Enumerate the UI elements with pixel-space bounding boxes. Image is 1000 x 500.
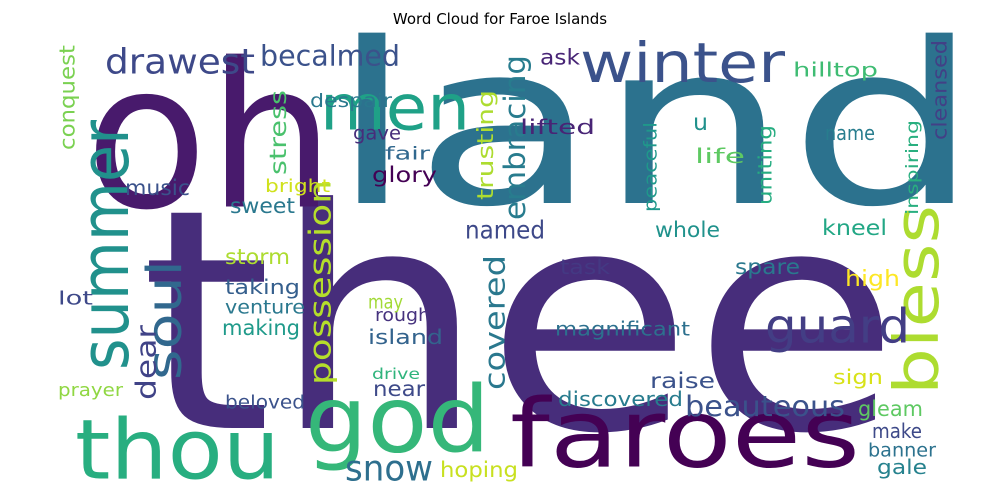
word-kneel: kneel <box>822 216 887 240</box>
word-thee: thee <box>140 144 900 500</box>
word-despair: despair <box>310 90 392 112</box>
word-sign: sign <box>833 365 883 389</box>
word-winter: winter <box>580 31 785 95</box>
word-god: god <box>305 367 490 474</box>
chart-title: Word Cloud for Faroe Islands <box>392 10 608 28</box>
word-bright: bright <box>265 177 330 197</box>
word-thou: thou <box>75 402 280 499</box>
word-ask: ask <box>540 46 581 71</box>
word-gleam: gleam <box>858 397 923 421</box>
word-gale: gale <box>877 455 927 479</box>
word-island: island <box>368 325 443 349</box>
word-trusting: trusting <box>473 90 499 200</box>
word-snow: snow <box>345 449 433 490</box>
word-drive: drive <box>372 365 420 383</box>
word-men: men <box>320 71 470 145</box>
word-high: high <box>845 266 900 292</box>
word-guard: guard <box>765 301 910 355</box>
word-faroes: faroes <box>510 381 860 490</box>
word-make: make <box>872 419 922 443</box>
word-u: u <box>693 110 708 136</box>
word-making: making <box>222 316 300 340</box>
word-may: may <box>368 293 403 314</box>
word-near: near <box>373 377 425 401</box>
word-life: life <box>695 144 745 168</box>
word-name: name <box>825 121 875 145</box>
word-venture: venture <box>225 298 305 319</box>
word-rough: rough <box>375 306 430 326</box>
word-beloved: beloved <box>225 393 305 414</box>
word-inspiring: inspiring <box>903 120 923 215</box>
word-glory: glory <box>372 163 437 187</box>
word-cleansed: cleansed <box>928 40 952 140</box>
word-peaceful: peaceful <box>641 122 662 212</box>
word-becalmed: becalmed <box>260 40 400 73</box>
word-conquest: conquest <box>55 45 80 150</box>
word-magnificant: magnificant <box>555 318 690 341</box>
word-possession: possession <box>304 180 339 385</box>
word-oh: oh <box>85 21 335 255</box>
word-lifted: lifted <box>520 115 595 139</box>
word-covered: covered <box>478 255 512 390</box>
word-beauteous: beauteous <box>685 389 845 423</box>
word-prayer: prayer <box>58 381 124 401</box>
word-embracing: embracing <box>498 55 532 220</box>
word-storm: storm <box>225 245 290 269</box>
word-whole: whole <box>655 218 720 242</box>
word-uniting: uniting <box>756 125 777 205</box>
word-music: music <box>125 176 190 200</box>
word-spare: spare <box>735 255 800 279</box>
word-banner: banner <box>868 441 937 462</box>
word-land: land <box>330 0 980 256</box>
word-summer: summer <box>66 120 144 370</box>
word-gave: gave <box>353 122 401 145</box>
word-named: named <box>465 216 545 245</box>
word-raise: raise <box>650 369 715 393</box>
word-dear: dear <box>130 324 163 400</box>
word-hoping: hoping <box>440 458 518 482</box>
word-hilltop: hilltop <box>793 59 878 82</box>
word-taking: taking <box>225 275 300 299</box>
word-discovered: discovered <box>558 387 683 411</box>
word-sweet: sweet <box>230 194 295 218</box>
word-drawest: drawest <box>105 43 255 83</box>
word-fair: fair <box>385 144 431 165</box>
word-soul: soul <box>137 260 193 380</box>
word-stress: stress <box>266 90 292 175</box>
word-task: task <box>560 255 610 279</box>
word-bless: bless <box>882 205 953 395</box>
word-lot: lot <box>58 289 93 310</box>
